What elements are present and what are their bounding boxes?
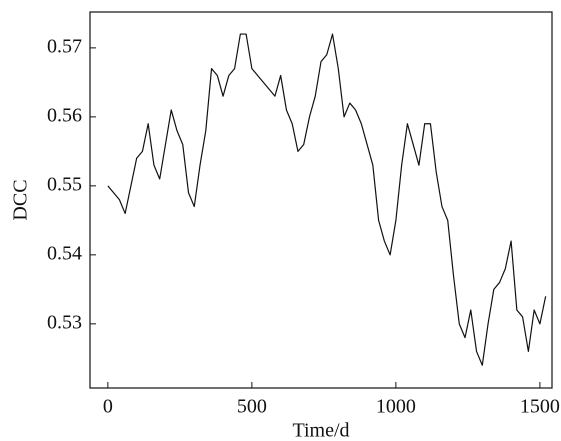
x-tick-label: 0: [103, 396, 113, 418]
plot-frame: [89, 11, 553, 389]
x-tick-label: 500: [237, 396, 267, 418]
x-tick-label: 1500: [520, 396, 560, 418]
y-axis-label: DCC: [10, 179, 32, 220]
y-tick-label: 0.53: [47, 311, 82, 333]
data-line: [107, 33, 547, 366]
y-tick-label: 0.57: [47, 35, 82, 57]
x-tick-label: 1000: [376, 396, 416, 418]
y-tick-label: 0.56: [47, 104, 82, 126]
y-tick-label: 0.54: [47, 242, 82, 264]
x-axis-label: Time/d: [292, 420, 349, 441]
y-tick-label: 0.55: [47, 173, 82, 195]
